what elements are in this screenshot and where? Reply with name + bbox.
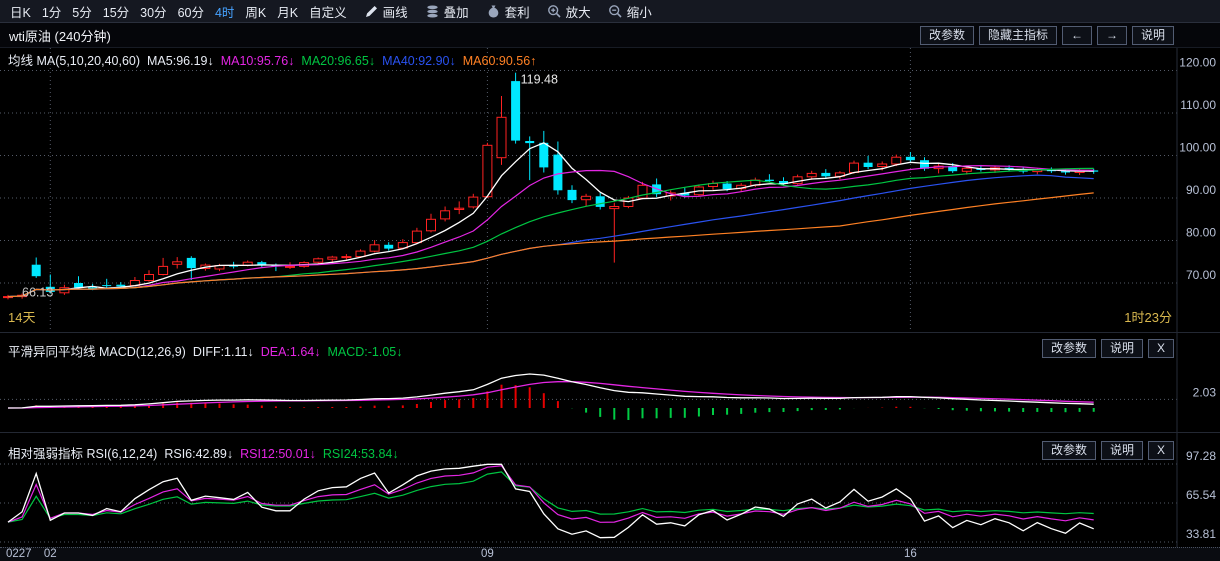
rsi-readout: RSI24:53.84↓ — [322, 447, 399, 461]
time-axis-label: 0227 — [6, 548, 32, 560]
toolbar-tab-4时[interactable]: 4时 — [214, 5, 235, 20]
tool-label: 放大 — [565, 5, 591, 20]
tool-label: 套利 — [504, 5, 530, 20]
macd-help-button[interactable]: 说明 — [1100, 339, 1143, 358]
chart-title: wti原油 (240分钟) — [9, 28, 111, 44]
macd-close-button[interactable]: X — [1147, 339, 1174, 358]
macd-readout: DEA:1.64↓ — [260, 345, 321, 359]
rsi-close-button[interactable]: X — [1147, 441, 1174, 460]
toolbar-tab-1分[interactable]: 1分 — [41, 5, 62, 20]
macd-readout: 平滑异同平均线 MACD(12,26,9) — [8, 345, 186, 359]
svg-text:90.00: 90.00 — [1186, 183, 1216, 197]
bar-countdown-label: 1时23分 — [1124, 310, 1172, 325]
tool-label: 叠加 — [443, 5, 469, 20]
svg-text:100.00: 100.00 — [1179, 141, 1216, 155]
rsi-buttons: 改参数 说明 X — [1041, 441, 1174, 460]
tool-label: 画线 — [382, 5, 408, 20]
ma-lines-layer — [7, 142, 1094, 298]
rsi-help-button[interactable]: 说明 — [1100, 441, 1143, 460]
rsi-readout: 相对强弱指标 RSI(6,12,24) — [8, 447, 158, 461]
scroll-left-button[interactable]: ← — [1061, 26, 1092, 45]
titlebar: wti原油 (240分钟) 改参数 隐藏主指标 ← → 说明 — [0, 23, 1220, 48]
rsi-lines-layer — [7, 463, 1094, 539]
visible-days-label: 14天 — [8, 310, 36, 325]
time-axis-label: 09 — [480, 548, 494, 560]
zoom-out-icon — [608, 4, 622, 18]
layers-icon — [426, 5, 438, 17]
grid-layer: 120.00 110.00 100.00 90.00 80.00 70.00 — [0, 48, 1216, 332]
help-button[interactable]: 说明 — [1131, 26, 1174, 45]
peak-price-annotation: 119.48 — [521, 73, 558, 87]
time-axis-label: 02 — [43, 548, 57, 560]
toolbar-tab-15分[interactable]: 15分 — [102, 5, 130, 20]
candlestick-chart[interactable]: 120.00 110.00 100.00 90.00 80.00 70.00 119.48 6… — [0, 48, 1220, 332]
ma-readout: MA40:92.90↓ — [382, 54, 456, 68]
macd-readout: MACD:-1.05↓ — [327, 345, 403, 359]
macd-readouts: 平滑异同平均线 MACD(12,26,9) DIFF:1.11↓ DEA:1.64↓… — [8, 341, 410, 360]
time-axis-label: 16 — [903, 548, 917, 560]
toolbar-tab-日K[interactable]: 日K — [10, 5, 31, 20]
zoom-in-icon — [547, 4, 561, 18]
rsi-panel: 97.28 65.54 33.81 相对强弱指标 RSI(6,12,24) RSI6:… — [0, 432, 1220, 548]
toolbar: 日K 1分 5分 15分 30分 60分 4时 周K 月K 自定义 画线 叠加 套利 放大 缩小 — [0, 0, 1220, 23]
svg-text:2.03: 2.03 — [1193, 385, 1217, 399]
scroll-right-button[interactable]: → — [1096, 26, 1127, 45]
pencil-icon — [365, 5, 377, 17]
moneybag-icon — [488, 5, 498, 17]
svg-text:33.81: 33.81 — [1186, 527, 1216, 541]
macd-chart[interactable]: 2.03 — [0, 333, 1220, 433]
svg-text:120.00: 120.00 — [1179, 56, 1216, 70]
toolbar-tab-5分[interactable]: 5分 — [72, 5, 92, 20]
svg-text:80.00: 80.00 — [1186, 226, 1216, 240]
time-axis[interactable]: 0227 02 09 16 — [0, 547, 1220, 561]
main-chart-panel: 120.00 110.00 100.00 90.00 80.00 70.00 119.48 6… — [0, 48, 1220, 332]
toolbar-tab-30分[interactable]: 30分 — [140, 5, 167, 20]
candles-layer — [3, 72, 1099, 300]
svg-text:110.00: 110.00 — [1180, 98, 1216, 112]
change-params-button[interactable]: 改参数 — [919, 26, 974, 45]
rsi-change-params-button[interactable]: 改参数 — [1041, 441, 1096, 460]
toolbar-tool-zoom-in[interactable]: 放大 — [547, 2, 591, 21]
low-price-annotation: 66.13 — [22, 285, 53, 299]
macd-buttons: 改参数 说明 X — [1041, 339, 1174, 358]
toolbar-tool-pencil[interactable]: 画线 — [364, 2, 408, 21]
toolbar-tab-周K[interactable]: 周K — [245, 5, 267, 20]
ma-readout: MA60:90.56↑ — [462, 54, 537, 68]
toolbar-tab-自定义[interactable]: 自定义 — [309, 5, 347, 20]
toolbar-tool-moneybag[interactable]: 套利 — [486, 2, 530, 21]
macd-lines-layer — [7, 373, 1094, 409]
macd-panel: 2.03 平滑异同平均线 MACD(12,26,9) DIFF:1.11↓ DEA:… — [0, 332, 1220, 433]
svg-text:70.00: 70.00 — [1186, 268, 1216, 282]
rsi-readout: RSI6:42.89↓ — [164, 447, 234, 461]
rsi-chart[interactable]: 97.28 65.54 33.81 — [0, 433, 1220, 548]
toolbar-tool-layers[interactable]: 叠加 — [425, 2, 469, 21]
tool-label: 缩小 — [626, 5, 652, 20]
rsi-readout: RSI12:50.01↓ — [240, 447, 316, 461]
macd-change-params-button[interactable]: 改参数 — [1041, 339, 1096, 358]
toolbar-tab-月K[interactable]: 月K — [277, 5, 299, 20]
ma-readout: MA20:96.65↓ — [301, 54, 376, 68]
ma-readout: MA5:96.19↓ — [147, 54, 214, 68]
titlebar-buttons: 改参数 隐藏主指标 ← → 说明 — [919, 26, 1174, 45]
toolbar-tool-zoom-out[interactable]: 缩小 — [608, 2, 652, 21]
macd-readout: DIFF:1.11↓ — [192, 345, 254, 359]
rsi-readouts: 相对强弱指标 RSI(6,12,24) RSI6:42.89↓ RSI12:50.0… — [8, 443, 406, 462]
svg-text:97.28: 97.28 — [1186, 449, 1216, 463]
ma-readouts: 均线 MA(5,10,20,40,60) MA5:96.19↓ MA10:95.76… — [8, 50, 543, 69]
toolbar-tab-60分[interactable]: 60分 — [177, 5, 204, 20]
svg-text:65.54: 65.54 — [1186, 488, 1216, 502]
hide-main-indicator-button[interactable]: 隐藏主指标 — [978, 26, 1057, 45]
ma-readout: MA10:95.76↓ — [220, 54, 295, 68]
ma-readout: 均线 MA(5,10,20,40,60) — [8, 54, 141, 68]
